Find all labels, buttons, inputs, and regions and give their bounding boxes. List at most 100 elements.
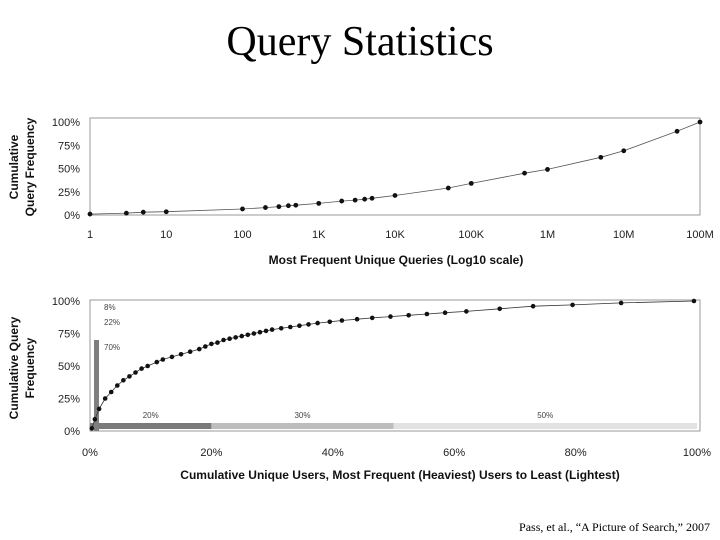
- bottom-data-point: [133, 370, 138, 375]
- top-fit-curve: [89, 121, 701, 215]
- bottom-data-point: [297, 323, 302, 329]
- bottom-data-point: [618, 300, 624, 306]
- bottom-x-tick-label: 0%: [82, 447, 98, 459]
- top-y-axis-label-line2: Query Frequency: [23, 117, 37, 216]
- top-y-tick-label: 100%: [52, 117, 80, 129]
- bottom-x-tick-label: 100%: [683, 447, 711, 459]
- bottom-data-point: [215, 340, 220, 345]
- bottom-data-point: [154, 359, 160, 365]
- user-segment-label: 20%: [143, 411, 159, 420]
- top-data-point: [263, 205, 268, 210]
- top-data-point: [697, 119, 703, 125]
- top-x-tick-label: 100: [233, 229, 251, 241]
- bottom-data-point: [424, 311, 430, 317]
- top-x-tick-label: 10: [160, 229, 172, 241]
- bottom-data-point: [96, 406, 102, 412]
- bottom-data-point: [92, 417, 98, 422]
- bottom-y-tick-label: 50%: [58, 361, 80, 373]
- user-segment-bar: [211, 423, 394, 429]
- top-data-point: [293, 202, 299, 208]
- top-plot-frame: [89, 117, 701, 216]
- top-data-point: [545, 167, 550, 172]
- top-x-tick-label: 1M: [540, 229, 555, 241]
- slide-title: Query Statistics: [226, 19, 494, 65]
- bottom-plot-frame: [89, 299, 701, 432]
- bottom-x-tick-label: 80%: [565, 447, 587, 459]
- query-share-label: 8%: [104, 303, 116, 312]
- query-frequency-users-chart: 0% 25% 50% 75% 100% 0% 20% 40% 60% 80% 100% 20% 30…: [7, 296, 711, 482]
- bottom-data-point: [115, 383, 120, 388]
- bottom-data-point: [327, 319, 333, 325]
- top-data-point: [123, 210, 129, 216]
- bottom-x-tick-label: 40%: [322, 447, 344, 459]
- top-x-axis-label: Most Frequent Unique Queries (Log10 scal…: [269, 253, 524, 267]
- top-x-tick-label: 1: [87, 229, 93, 241]
- bottom-y-axis-label-line1: Cumulative Query: [7, 316, 21, 419]
- bottom-y-tick-label: 100%: [52, 296, 80, 308]
- bottom-data-point: [442, 310, 448, 316]
- user-segment-label: 30%: [294, 411, 310, 420]
- top-data-point: [87, 211, 93, 217]
- bottom-data-point: [406, 313, 411, 318]
- top-x-tick-label: 100K: [458, 229, 484, 241]
- bottom-data-point: [102, 396, 108, 401]
- top-data-point: [240, 206, 245, 212]
- user-segment-bar: [393, 423, 697, 429]
- bottom-data-point: [306, 322, 311, 327]
- top-data-point: [362, 196, 368, 202]
- top-x-tick-label: 10K: [385, 229, 405, 241]
- top-data-point: [392, 193, 398, 198]
- top-x-tick-label: 1K: [312, 229, 326, 241]
- user-segment-label: 50%: [537, 411, 553, 420]
- bottom-x-tick-label: 20%: [200, 447, 222, 459]
- bottom-y-tick-label: 75%: [58, 329, 80, 341]
- bottom-data-point: [245, 332, 251, 338]
- query-frequency-log-chart: 0% 25% 50% 75% 100% 1 10 100 1K 10K 100K 1M 10M 100M…: [7, 117, 714, 267]
- bottom-data-point: [263, 328, 269, 334]
- query-share-bar: [94, 340, 99, 431]
- user-segment-bar: [90, 423, 212, 429]
- bottom-data-point: [203, 344, 208, 349]
- bottom-data-point: [196, 346, 202, 352]
- top-data-point: [276, 204, 282, 210]
- bottom-data-point: [108, 389, 114, 395]
- bottom-data-point: [288, 324, 293, 330]
- bottom-data-point: [127, 374, 132, 379]
- bottom-data-point: [388, 314, 393, 319]
- top-data-point: [163, 209, 169, 215]
- top-data-point: [339, 198, 345, 204]
- top-x-tick-label: 10M: [613, 229, 634, 241]
- bottom-data-point: [227, 336, 232, 342]
- top-data-point: [598, 154, 604, 160]
- bottom-data-point: [145, 363, 150, 369]
- bottom-data-point: [570, 302, 575, 308]
- bottom-data-point: [269, 327, 275, 332]
- top-data-point: [352, 197, 358, 203]
- top-data-point: [316, 200, 322, 206]
- bottom-data-point: [278, 326, 284, 331]
- bottom-data-point: [209, 341, 214, 347]
- top-y-tick-label: 50%: [58, 164, 80, 176]
- bottom-y-tick-label: 25%: [58, 394, 80, 406]
- top-x-tick-label: 100M: [686, 229, 714, 241]
- bottom-x-axis-label: Cumulative Unique Users, Most Frequent (…: [180, 468, 619, 482]
- top-data-point: [522, 170, 527, 176]
- top-data-point: [621, 148, 627, 154]
- bottom-x-tick-label: 60%: [443, 447, 465, 459]
- top-y-tick-label: 0%: [64, 210, 80, 222]
- top-y-tick-label: 75%: [58, 140, 80, 152]
- bottom-data-point: [187, 349, 193, 355]
- bottom-data-point: [121, 378, 126, 383]
- bottom-data-point: [233, 335, 238, 340]
- top-y-axis-label-line1: Cumulative: [7, 134, 21, 199]
- top-data-point: [286, 203, 291, 209]
- bottom-data-point: [178, 352, 184, 357]
- top-y-tick-label: 25%: [58, 187, 80, 199]
- bottom-data-point: [89, 426, 95, 431]
- bottom-data-point: [139, 366, 144, 371]
- top-data-point: [468, 180, 474, 186]
- bottom-data-point: [691, 298, 697, 304]
- bottom-data-point: [221, 337, 226, 343]
- top-data-point: [140, 209, 146, 215]
